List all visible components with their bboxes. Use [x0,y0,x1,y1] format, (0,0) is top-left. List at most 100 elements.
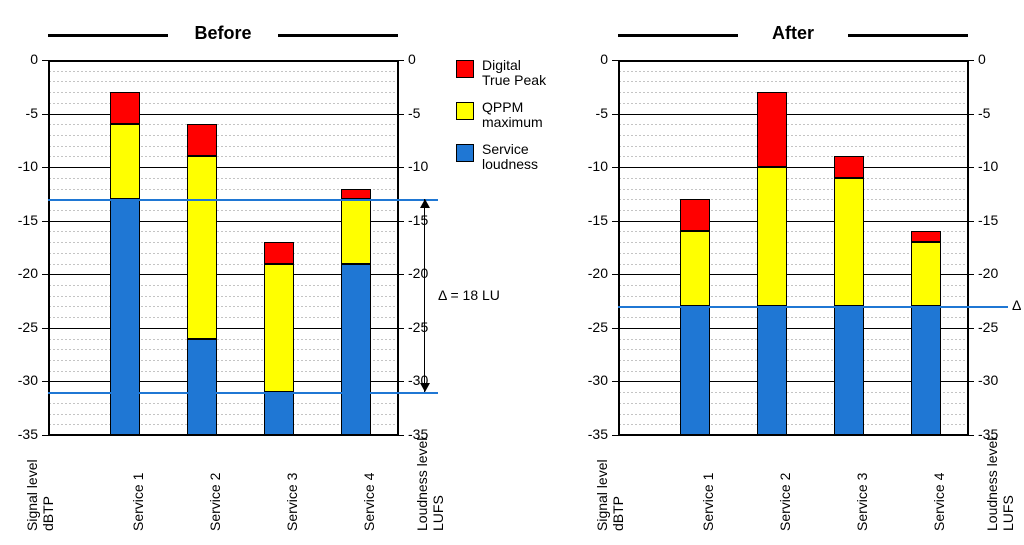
ytick-left: -15 [578,212,608,228]
tick-right [398,381,404,382]
tick-right [398,435,404,436]
grid-minor [48,103,398,104]
xaxis-series-label: Service 4 [932,473,946,531]
tick-right [398,221,404,222]
grid-minor [48,135,398,136]
ytick-left: -10 [8,158,38,174]
xaxis-series-label: Service 2 [778,473,792,531]
bar-qppm [911,242,941,306]
grid-minor [618,71,968,72]
title-rule [48,34,168,37]
xaxis-series-label: Service 1 [131,473,145,531]
ytick-left: 0 [8,51,38,67]
ytick-right: -15 [978,212,1008,228]
axis-top [618,60,968,62]
tick-right [968,435,974,436]
legend-label: Serviceloudness [482,142,538,173]
axis-left [618,60,620,435]
grid-minor [618,156,968,157]
ytick-right: 0 [408,51,438,67]
legend-label: DigitalTrue Peak [482,58,546,89]
grid-major [618,221,968,222]
tick-right [968,221,974,222]
bar-peak [187,124,217,156]
xaxis-right-label: Loudness levelLUFS [414,438,446,531]
axis-right [397,60,399,435]
legend-swatch [456,60,474,78]
grid-minor [618,103,968,104]
bar-peak [264,242,294,263]
xaxis-series-label: Service 2 [208,473,222,531]
grid-minor [48,71,398,72]
tick-right [968,328,974,329]
grid-minor [618,189,968,190]
grid-major [48,114,398,115]
ytick-left: -20 [8,265,38,281]
ytick-right: -15 [408,212,438,228]
bar-qppm [110,124,140,199]
grid-major [618,114,968,115]
bar-qppm [341,199,371,263]
ytick-right: -20 [408,265,438,281]
grid-minor [48,124,398,125]
bar-peak [110,92,140,124]
ytick-left: -35 [578,426,608,442]
annotation-line [48,199,438,201]
bar-qppm [264,264,294,393]
bar-peak [341,189,371,200]
bar-peak [680,199,710,231]
grid-minor [48,146,398,147]
axis-bottom [48,434,398,436]
title-rule [618,34,738,37]
ytick-right: 0 [978,51,1008,67]
bar-loudness [187,339,217,435]
annotation-arrow-up [420,199,430,208]
ytick-right: -10 [408,158,438,174]
tick-right [398,167,404,168]
annotation-line [48,392,438,394]
ytick-right: -5 [408,105,438,121]
bar-loudness [680,306,710,435]
xaxis-series-label: Service 4 [362,473,376,531]
ytick-left: -10 [578,158,608,174]
ytick-left: 0 [578,51,608,67]
grid-minor [618,81,968,82]
bar-qppm [680,231,710,306]
panel-title: After [748,23,838,44]
bar-loudness [264,392,294,435]
legend-swatch [456,144,474,162]
axis-bottom [618,434,968,436]
tick-right [968,114,974,115]
bar-peak [834,156,864,177]
ytick-left: -30 [8,372,38,388]
grid-major [48,167,398,168]
title-rule [848,34,968,37]
ytick-right: -25 [408,319,438,335]
ytick-left: -30 [578,372,608,388]
tick-right [968,274,974,275]
axis-right [967,60,969,435]
ytick-left: -25 [8,319,38,335]
ytick-left: -25 [578,319,608,335]
grid-minor [618,210,968,211]
xaxis-series-label: Service 1 [701,473,715,531]
bar-qppm [757,167,787,306]
xaxis-left-label: Signal leveldBTP [594,459,626,531]
ytick-left: -15 [8,212,38,228]
ytick-right: -20 [978,265,1008,281]
bar-peak [911,231,941,242]
annotation-line [618,306,1008,308]
bar-peak [757,92,787,167]
ytick-left: -35 [8,426,38,442]
annotation-arrow-down [420,383,430,392]
tick-right [398,328,404,329]
title-rule [278,34,398,37]
tick-right [968,381,974,382]
ytick-right: -30 [978,372,1008,388]
tick-right [968,167,974,168]
annotation-arrow-line [424,199,425,392]
ytick-left: -5 [578,105,608,121]
ytick-left: -5 [8,105,38,121]
grid-minor [618,135,968,136]
axis-top [48,60,398,62]
